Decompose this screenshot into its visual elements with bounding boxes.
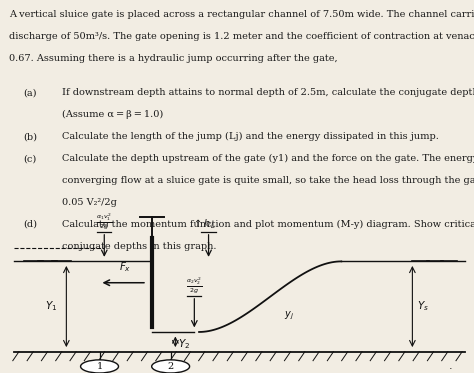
Text: (c): (c) [23,154,36,163]
Text: (Assume α = β = 1.0): (Assume α = β = 1.0) [62,110,163,119]
Text: $\uparrow h_L$: $\uparrow h_L$ [192,217,216,231]
Text: .: . [448,361,452,372]
Text: A vertical sluice gate is placed across a rectangular channel of 7.50m wide. The: A vertical sluice gate is placed across … [9,10,474,19]
Text: converging flow at a sluice gate is quite small, so take the head loss through t: converging flow at a sluice gate is quit… [62,176,474,185]
Text: conjugate depths in this graph.: conjugate depths in this graph. [62,242,216,251]
Text: $\frac{\alpha_2 v_2^2}{2g}$: $\frac{\alpha_2 v_2^2}{2g}$ [186,275,202,295]
Text: 1: 1 [96,362,103,371]
Text: $F_x$: $F_x$ [119,260,132,274]
Text: 0.67. Assuming there is a hydraulic jump occurring after the gate,: 0.67. Assuming there is a hydraulic jump… [9,54,338,63]
Text: (b): (b) [23,132,37,141]
Text: discharge of 50m³/s. The gate opening is 1.2 meter and the coefficient of contra: discharge of 50m³/s. The gate opening is… [9,32,474,41]
Text: $y_j$: $y_j$ [284,309,294,322]
Text: $Y_2$: $Y_2$ [178,337,190,351]
Text: Calculate the depth upstream of the gate (y1) and the force on the gate. The ene: Calculate the depth upstream of the gate… [62,154,474,163]
Text: $Y_s$: $Y_s$ [417,300,429,313]
Text: 2: 2 [167,362,174,371]
Text: $Y_1$: $Y_1$ [45,300,57,313]
Text: 0.05 V₂²/2g: 0.05 V₂²/2g [62,198,117,207]
Circle shape [81,360,118,373]
Text: (d): (d) [23,220,37,229]
Circle shape [152,360,190,373]
Text: (a): (a) [23,88,36,97]
Text: Calculate the momentum function and plot momentum (M-y) diagram. Show critical d: Calculate the momentum function and plot… [62,220,474,229]
Text: If downstream depth attains to normal depth of 2.5m, calculate the conjugate dep: If downstream depth attains to normal de… [62,88,474,97]
Text: Calculate the length of the jump (Lj) and the energy dissipated in this jump.: Calculate the length of the jump (Lj) an… [62,132,438,141]
Text: $\frac{\alpha_1 v_1^2}{2g}$: $\frac{\alpha_1 v_1^2}{2g}$ [96,211,112,231]
